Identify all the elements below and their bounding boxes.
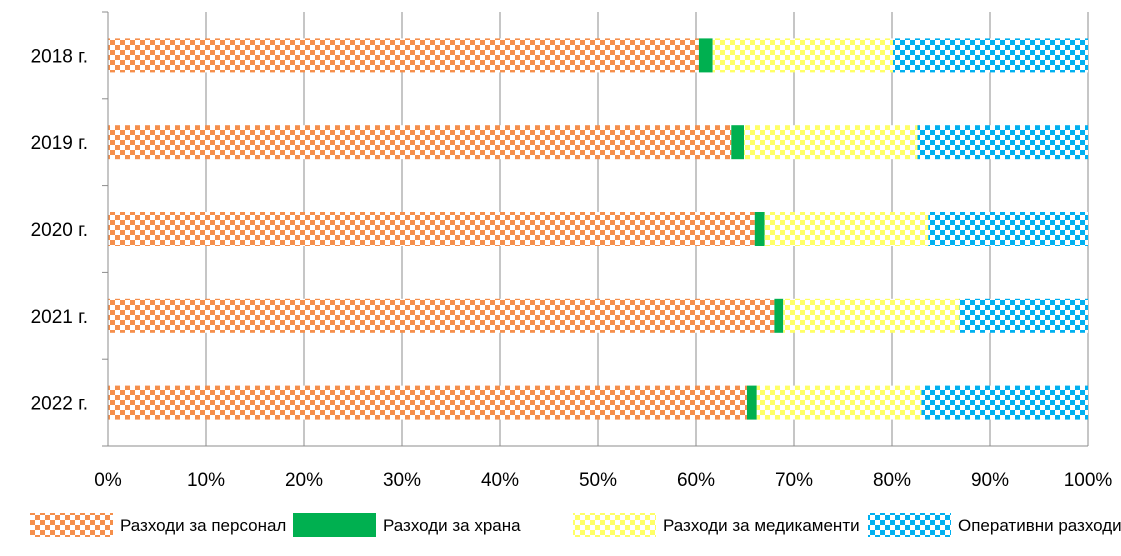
bar-segment [764, 212, 929, 246]
x-tick-label: 100% [1064, 470, 1113, 491]
y-tick-label: 2019 г. [31, 133, 88, 154]
bar-segment [892, 38, 1088, 73]
x-tick-label: 0% [94, 470, 122, 491]
bar-segment [108, 298, 775, 333]
legend: Разходи за персонал Разходи за храна Разхо… [30, 513, 1121, 537]
bar-segment [959, 298, 1088, 333]
bars [108, 38, 1088, 420]
bar-segment [754, 212, 765, 246]
x-tick-label: 50% [579, 470, 617, 491]
bar-segment [921, 385, 1088, 420]
bar-segment [731, 125, 745, 160]
bar-segment [783, 298, 960, 333]
bar-segment [756, 385, 922, 420]
legend-label: Разходи за медикаменти [663, 516, 860, 535]
x-tick-label: 20% [285, 470, 323, 491]
bar-segment [917, 125, 1088, 160]
legend-label: Разходи за персонал [120, 516, 286, 535]
x-tick-label: 80% [873, 470, 911, 491]
x-tick-label: 90% [971, 470, 1009, 491]
x-tick-label: 70% [775, 470, 813, 491]
legend-swatch [30, 513, 113, 537]
legend-label: Оперативни разходи [958, 516, 1121, 535]
y-tick-label: 2021 г. [31, 307, 88, 328]
bar-segment [108, 385, 747, 420]
x-tick-label: 60% [677, 470, 715, 491]
legend-swatch [573, 513, 656, 537]
x-tick-label: 30% [383, 470, 421, 491]
bar-segment [928, 212, 1088, 246]
bar-segment [108, 38, 699, 73]
y-tick-label: 2018 г. [31, 46, 88, 67]
bar-segment [744, 125, 918, 160]
legend-swatch [868, 513, 951, 537]
x-tick-label: 10% [187, 470, 225, 491]
legend-label: Разходи за храна [383, 516, 521, 535]
bar-segment [108, 212, 755, 246]
bar-segment [774, 298, 784, 333]
y-tick-label: 2020 г. [31, 220, 88, 241]
bar-segment [746, 385, 757, 420]
bar-segment [698, 38, 713, 73]
y-tick-label: 2022 г. [31, 394, 88, 415]
axes: 2018 г. 2019 г. 2020 г. 2021 г. 2022 г. 0% 10%… [31, 11, 1113, 491]
legend-swatch [293, 513, 376, 537]
x-tick-label: 40% [481, 470, 519, 491]
bar-segment [108, 125, 732, 160]
bar-segment [712, 38, 893, 73]
